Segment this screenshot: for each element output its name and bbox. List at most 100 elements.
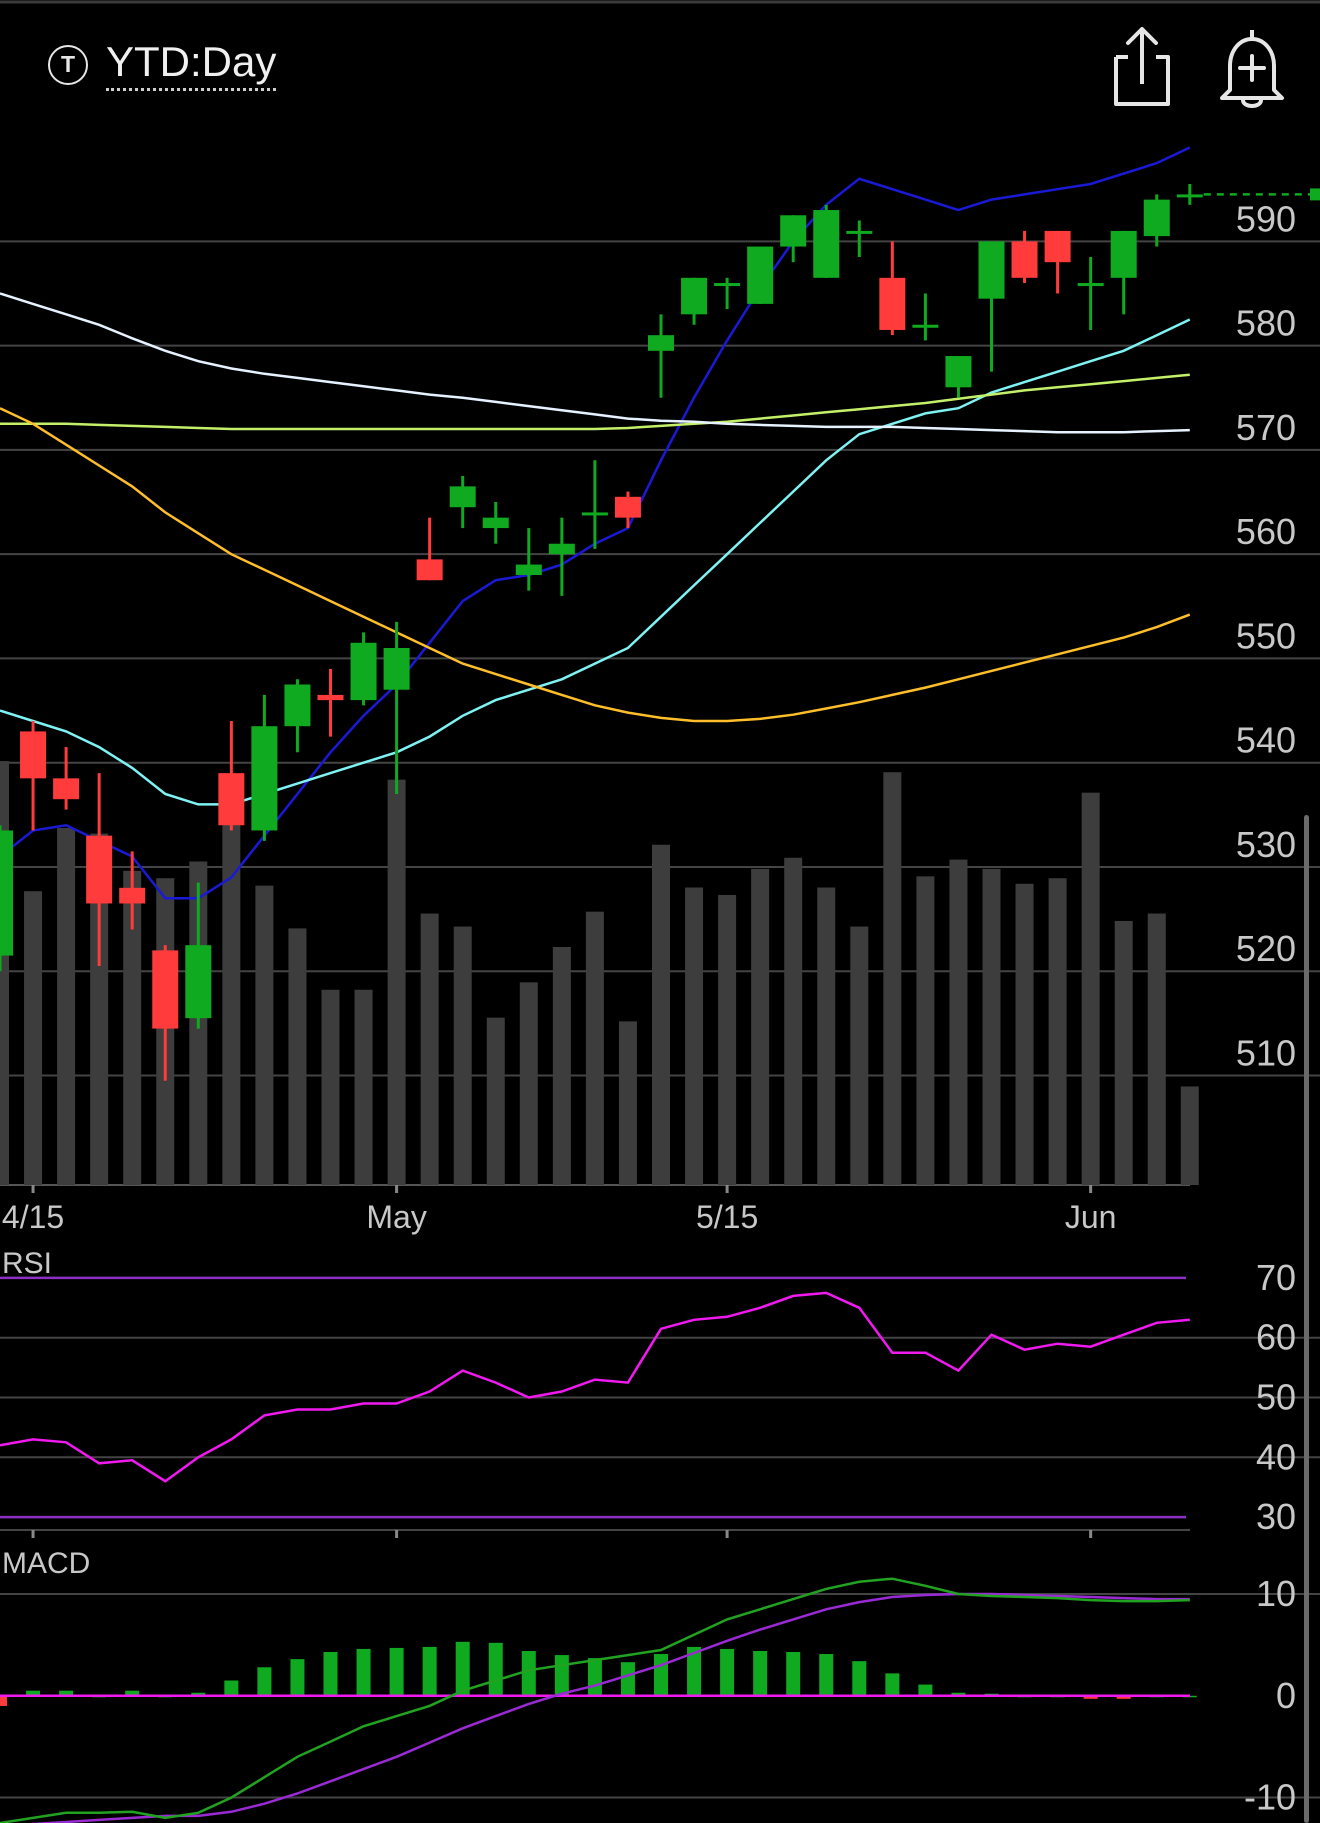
macd-histogram-bar bbox=[1116, 1695, 1131, 1699]
candle[interactable] bbox=[813, 204, 840, 278]
macd-histogram-bar bbox=[0, 1695, 7, 1706]
macd-histogram-bar bbox=[422, 1646, 437, 1696]
macd-histogram-bar bbox=[654, 1654, 668, 1696]
candle-body bbox=[185, 945, 212, 1019]
candle[interactable] bbox=[515, 528, 542, 591]
scrollbar[interactable] bbox=[1304, 815, 1309, 1823]
candle[interactable] bbox=[1077, 256, 1104, 330]
candle[interactable] bbox=[648, 314, 674, 398]
macd-histogram-bar bbox=[521, 1650, 536, 1696]
candle[interactable] bbox=[0, 825, 13, 972]
candle[interactable] bbox=[714, 277, 741, 310]
candle[interactable] bbox=[152, 945, 179, 1081]
chart-range-selector[interactable]: YTD:Day bbox=[106, 38, 277, 91]
price-tick-label: 570 bbox=[1236, 407, 1296, 448]
candle[interactable] bbox=[945, 356, 972, 398]
candle-body bbox=[681, 277, 708, 315]
volume-bar bbox=[1114, 920, 1133, 1185]
candle[interactable] bbox=[747, 246, 774, 304]
volume-bar bbox=[850, 926, 869, 1185]
macd-tick-label: -10 bbox=[1244, 1777, 1296, 1818]
candle-body bbox=[813, 210, 840, 278]
candle[interactable] bbox=[614, 491, 641, 529]
candle[interactable] bbox=[20, 720, 47, 831]
candle[interactable] bbox=[317, 668, 344, 737]
macd-histogram-bar bbox=[620, 1662, 635, 1696]
candle-body bbox=[218, 773, 245, 826]
candle[interactable] bbox=[581, 460, 608, 549]
price-axis: 590 580 570 560 550 540 530 520 510 bbox=[1236, 198, 1296, 1073]
candle-body bbox=[548, 543, 575, 555]
rsi-panel: 70 60 50 40 30 bbox=[0, 1257, 1320, 1538]
candle[interactable] bbox=[185, 882, 212, 1029]
candle-body bbox=[714, 283, 741, 287]
candle[interactable] bbox=[681, 277, 708, 325]
volume-bar bbox=[1147, 913, 1166, 1185]
candle-body bbox=[152, 950, 179, 1029]
candle[interactable] bbox=[284, 679, 311, 753]
candle-body bbox=[53, 778, 80, 800]
candle-body bbox=[20, 731, 47, 779]
candle-body bbox=[119, 887, 146, 904]
candle[interactable] bbox=[1176, 183, 1203, 205]
volume-bar bbox=[751, 868, 770, 1185]
candle[interactable] bbox=[119, 851, 146, 930]
candle-body bbox=[482, 517, 509, 529]
candle[interactable] bbox=[86, 773, 113, 967]
symbol-badge[interactable]: T bbox=[48, 45, 88, 85]
candle[interactable] bbox=[548, 517, 575, 596]
macd-panel: 10 0 -10 bbox=[0, 1573, 1320, 1823]
volume-bar bbox=[916, 876, 935, 1185]
volume-bar bbox=[57, 828, 76, 1185]
candle[interactable] bbox=[416, 517, 443, 581]
candle[interactable] bbox=[1011, 230, 1038, 284]
date-axis: 4/15 May 5/15 Jun bbox=[2, 1185, 1116, 1235]
candle-body bbox=[846, 230, 873, 234]
macd-histogram-bar bbox=[918, 1684, 933, 1696]
candle[interactable] bbox=[1044, 230, 1071, 294]
volume-bar bbox=[288, 928, 307, 1185]
share-icon bbox=[1114, 27, 1170, 106]
candle[interactable] bbox=[978, 241, 1005, 372]
moving-average-line-ma_lime bbox=[0, 373, 1190, 431]
rsi-tick-label: 40 bbox=[1256, 1436, 1296, 1477]
macd-histogram-bar bbox=[587, 1658, 602, 1696]
volume-bar bbox=[519, 982, 538, 1185]
macd-histogram-bar bbox=[257, 1667, 272, 1696]
candle[interactable] bbox=[449, 475, 476, 529]
candle[interactable] bbox=[1110, 230, 1137, 315]
volume-bars bbox=[0, 761, 1199, 1185]
volume-bar bbox=[585, 911, 604, 1185]
price-alert-button[interactable] bbox=[1212, 22, 1292, 112]
macd-histogram-bar bbox=[290, 1659, 305, 1696]
volume-bar bbox=[486, 1017, 505, 1185]
candle-body bbox=[780, 215, 807, 247]
volume-bar bbox=[817, 887, 836, 1185]
price-tick-label: 590 bbox=[1236, 198, 1296, 239]
candle[interactable] bbox=[846, 220, 873, 257]
candle-body bbox=[1176, 194, 1203, 198]
moving-average-line-ma_orange bbox=[0, 407, 1191, 723]
share-button[interactable] bbox=[1102, 22, 1182, 112]
candle-body bbox=[614, 496, 641, 518]
candle[interactable] bbox=[1143, 194, 1170, 247]
date-tick-label: 4/15 bbox=[2, 1199, 64, 1235]
candle[interactable] bbox=[383, 621, 410, 794]
candle[interactable] bbox=[482, 502, 509, 544]
candle[interactable] bbox=[879, 241, 906, 336]
candle[interactable] bbox=[53, 747, 80, 810]
volume-bar bbox=[354, 989, 373, 1185]
candle-body bbox=[350, 642, 377, 701]
candle[interactable] bbox=[912, 293, 939, 341]
candlesticks[interactable] bbox=[0, 183, 1320, 1081]
macd-histogram-bar bbox=[819, 1654, 834, 1696]
candle[interactable] bbox=[251, 694, 278, 841]
candle[interactable] bbox=[780, 215, 807, 263]
volume-bar bbox=[24, 891, 43, 1185]
volume-bar bbox=[1048, 878, 1067, 1185]
candle[interactable] bbox=[218, 720, 245, 831]
macd-histogram-bar bbox=[687, 1646, 702, 1696]
price-tick-label: 530 bbox=[1236, 824, 1296, 865]
candle[interactable] bbox=[350, 632, 377, 706]
